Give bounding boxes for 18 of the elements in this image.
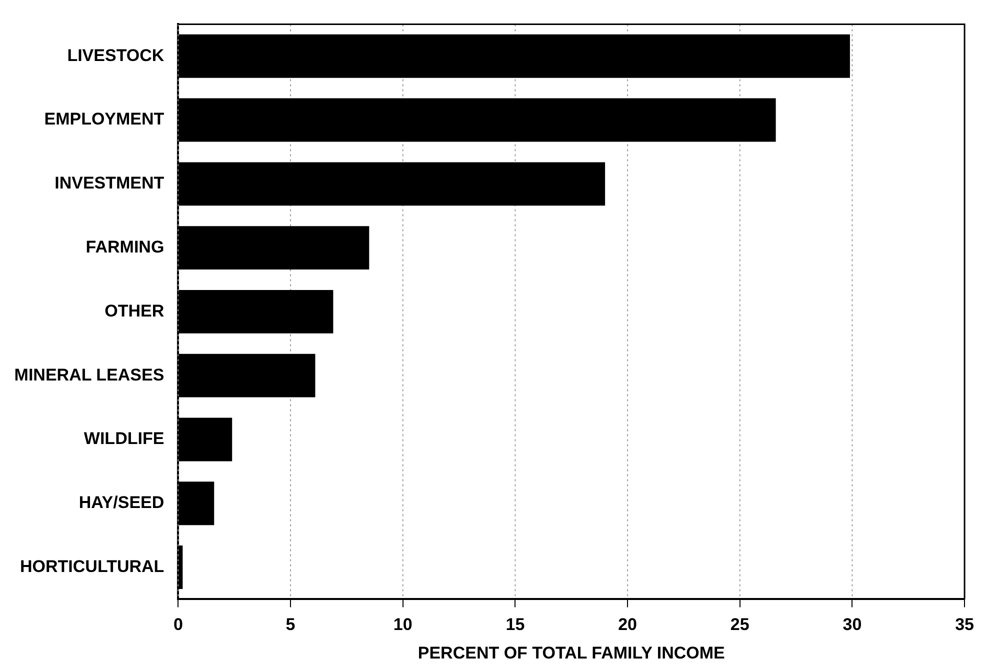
x-tick-label: 35	[955, 615, 974, 634]
y-tick-label: OTHER	[104, 301, 164, 320]
y-tick-label: MINERAL LEASES	[14, 365, 164, 384]
x-tick-label: 20	[618, 615, 637, 634]
y-tick-label: HAY/SEED	[78, 493, 164, 512]
x-tick-label: 10	[393, 615, 412, 634]
y-tick-label: INVESTMENT	[54, 174, 165, 193]
x-tick-label: 25	[730, 615, 750, 634]
x-tick-label: 5	[286, 615, 296, 634]
x-tick-label: 0	[173, 615, 183, 634]
x-tick-label: 30	[842, 615, 862, 634]
y-tick-label: FARMING	[86, 238, 164, 256]
y-tick-label: WILDLIFE	[84, 429, 164, 448]
x-tick-label: 15	[506, 615, 525, 634]
y-tick-label: EMPLOYMENT	[44, 110, 165, 129]
x-axis-title: PERCENT OF TOTAL FAMILY INCOME	[418, 643, 725, 662]
y-tick-label: HORTICULTURAL	[20, 556, 164, 576]
y-tick-label: LIVESTOCK	[67, 46, 165, 65]
